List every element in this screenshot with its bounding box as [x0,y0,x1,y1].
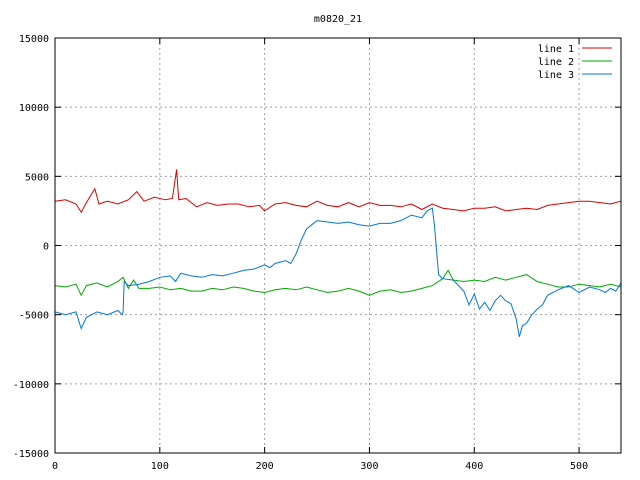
y-tick-label: -15000 [13,449,49,460]
y-tick-label: 15000 [19,34,49,45]
y-tick-label: 10000 [19,103,49,114]
y-tick-label: 5000 [25,172,49,183]
x-tick-label: 200 [256,461,274,472]
legend-label: line 1 [538,44,574,55]
x-tick-label: 0 [52,461,58,472]
x-tick-label: 300 [360,461,378,472]
legend-label: line 3 [538,70,574,81]
y-tick-label: 0 [43,242,49,253]
series-line-2 [54,269,622,297]
series-line-3 [54,207,622,337]
x-tick-label: 400 [465,461,483,472]
x-tick-label: 500 [570,461,588,472]
legend-label: line 2 [538,57,574,68]
legend: line 1 line 2 line 3 [538,44,612,81]
y-tick-label: -5000 [19,311,49,322]
tick-layer: 0 100 200 300 400 500 -15000 -10000 -5000 0 5000 10… [13,34,621,472]
grid-layer [55,38,621,453]
chart-title: m0820_21 [314,14,362,25]
series-line-1 [54,169,622,214]
x-tick-label: 100 [151,461,169,472]
y-tick-label: -10000 [13,380,49,391]
series-layer [54,169,622,337]
